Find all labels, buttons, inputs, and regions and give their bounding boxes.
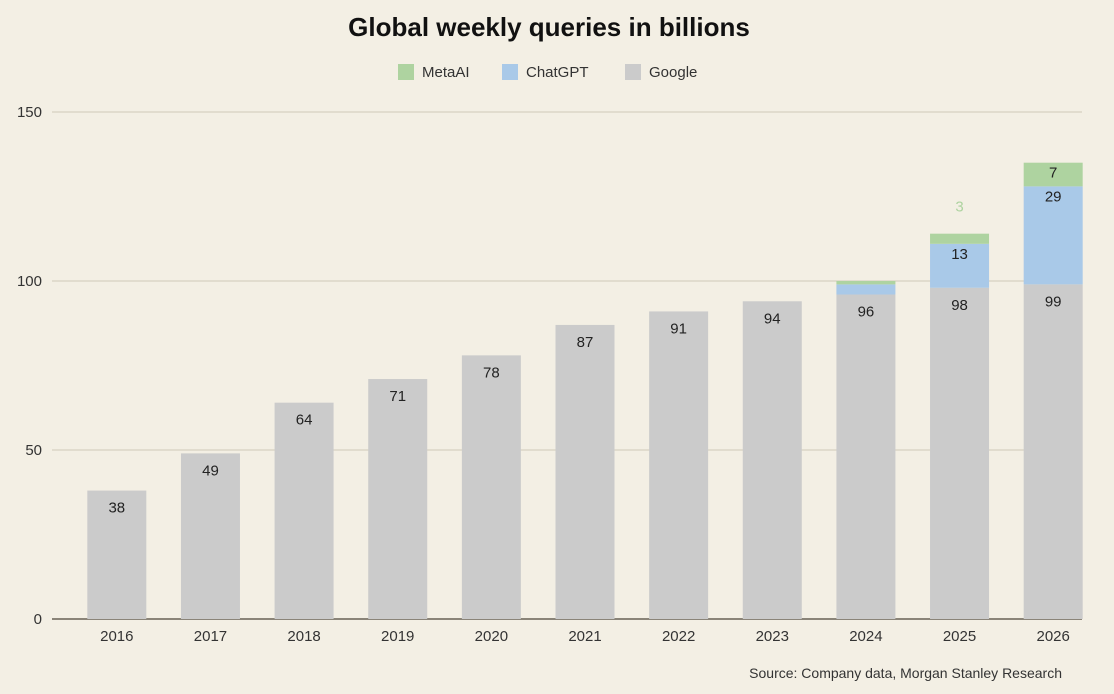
y-tick-label: 100 xyxy=(17,273,42,290)
bar-google-2023 xyxy=(742,301,802,619)
y-tick-label: 50 xyxy=(25,442,42,459)
bar-chatgpt-2026 xyxy=(1023,186,1083,285)
bar-label-google-2018: 64 xyxy=(296,412,313,429)
bar-google-2024 xyxy=(836,294,896,619)
x-tick-label: 2025 xyxy=(943,628,976,645)
bars xyxy=(87,162,1083,619)
bar-google-2022 xyxy=(649,311,709,619)
x-tick-label: 2022 xyxy=(662,628,695,645)
bar-google-2025 xyxy=(930,287,990,619)
bar-label-google-2024: 96 xyxy=(858,304,875,321)
x-tick-label: 2019 xyxy=(381,628,414,645)
x-tick-label: 2018 xyxy=(287,628,320,645)
bar-label-google-2020: 78 xyxy=(483,364,500,381)
bar-google-2016 xyxy=(87,490,147,619)
bar-label-chatgpt-2025: 13 xyxy=(951,246,968,263)
y-tick-label: 0 xyxy=(34,611,42,628)
x-axis-ticks: 2016 2017 2018 2019 2020 2021 2022 2023 2024 2025… xyxy=(100,628,1070,645)
legend-label-metaai: MetaAI xyxy=(422,64,470,81)
chart-title: Global weekly queries in billions xyxy=(348,12,750,42)
y-tick-label: 150 xyxy=(17,104,42,121)
bar-label-google-2017: 49 xyxy=(202,462,219,479)
bar-metaai-2025 xyxy=(930,233,990,244)
bar-metaai-2026 xyxy=(1023,162,1083,187)
legend: MetaAI ChatGPT Google xyxy=(398,64,697,81)
bar-label-google-2023: 94 xyxy=(764,310,781,327)
bar-label-metaai-2026: 7 xyxy=(1049,165,1057,182)
bar-google-2020 xyxy=(461,355,521,619)
x-tick-label: 2024 xyxy=(849,628,882,645)
bar-metaai-2024 xyxy=(836,281,896,285)
bar-label-google-2025: 98 xyxy=(951,297,968,314)
bar-google-2019 xyxy=(368,379,428,619)
bar-google-2026 xyxy=(1023,284,1083,619)
x-tick-label: 2021 xyxy=(568,628,601,645)
bar-label-google-2019: 71 xyxy=(389,388,406,405)
x-tick-label: 2023 xyxy=(756,628,789,645)
bar-label-metaai-2025: 3 xyxy=(955,199,963,216)
bar-chatgpt-2024 xyxy=(836,284,896,295)
legend-swatch-google xyxy=(625,64,641,80)
bar-label-google-2016: 38 xyxy=(108,500,125,517)
bar-label-google-2021: 87 xyxy=(577,334,594,351)
x-tick-label: 2017 xyxy=(194,628,227,645)
bar-chatgpt-2025 xyxy=(930,243,990,288)
x-tick-label: 2016 xyxy=(100,628,133,645)
x-tick-label: 2026 xyxy=(1036,628,1069,645)
bar-google-2018 xyxy=(274,402,334,619)
bar-label-google-2026: 99 xyxy=(1045,293,1062,310)
y-axis-ticks: 0 50 100 150 xyxy=(17,104,42,628)
source-note: Source: Company data, Morgan Stanley Res… xyxy=(749,665,1062,681)
bar-label-chatgpt-2026: 29 xyxy=(1045,188,1062,205)
bar-google-2021 xyxy=(555,324,615,619)
bar-labels: 38 49 64 71 78 87 91 94 96 98 13 3 99 29 7 xyxy=(108,165,1061,517)
legend-swatch-chatgpt xyxy=(502,64,518,80)
bar-label-google-2022: 91 xyxy=(670,320,687,337)
legend-label-google: Google xyxy=(649,64,697,81)
legend-label-chatgpt: ChatGPT xyxy=(526,64,589,81)
x-tick-label: 2020 xyxy=(475,628,508,645)
bar-google-2017 xyxy=(180,453,240,619)
legend-swatch-metaai xyxy=(398,64,414,80)
